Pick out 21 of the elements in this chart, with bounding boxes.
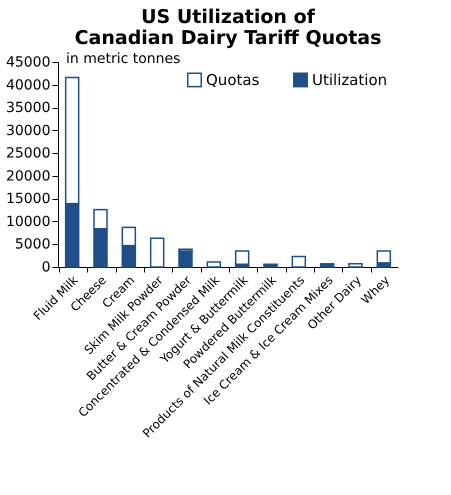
bar (178, 250, 193, 268)
legend-label: Utilization (312, 70, 388, 89)
y-tick-label: 10000 (6, 214, 50, 230)
bar (292, 256, 306, 268)
y-tick-label: 40000 (6, 77, 50, 94)
y-tick-label: 35000 (6, 100, 50, 116)
chart-title: US Utilization of Canadian Dairy Tariff Quotas (74, 6, 382, 49)
y-tick-label: 20000 (6, 168, 50, 184)
bar (376, 250, 392, 264)
y-tick-label: 30000 (6, 122, 50, 139)
bar (348, 263, 363, 268)
y-tick-label: 25000 (6, 146, 50, 162)
y-tick-label: 45000 (6, 54, 50, 70)
bar (150, 238, 164, 268)
legend-label: Quotas (206, 70, 260, 89)
y-tick-label: 0 (42, 260, 50, 276)
y-tick-label: 5000 (14, 236, 50, 253)
annotation: in metric tonnes (66, 51, 180, 67)
bar (206, 261, 222, 268)
bar (234, 250, 250, 266)
y-tick-label: 15000 (6, 191, 50, 208)
